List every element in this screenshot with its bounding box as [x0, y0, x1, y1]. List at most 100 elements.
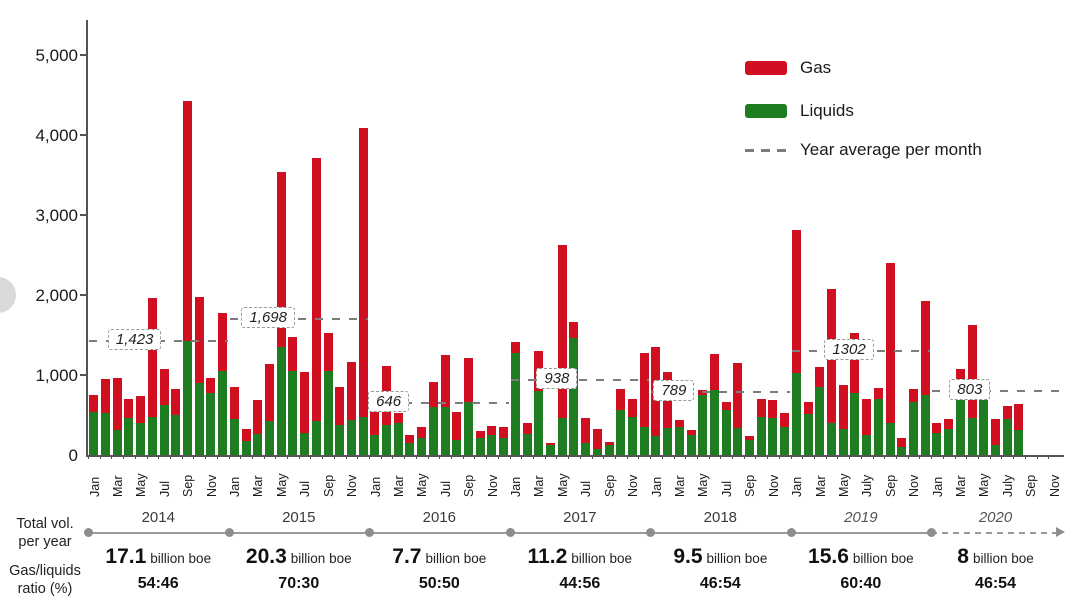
x-tick-mark	[708, 455, 710, 459]
total-volume-value: 7.7	[392, 545, 422, 568]
y-tick-mark	[80, 294, 88, 296]
total-volume-value: 17.1	[105, 545, 147, 568]
bar-gas-2020-July	[1002, 406, 1012, 420]
month-label-2014-Mar: Mar	[110, 475, 125, 497]
month-label-2018-Nov: Nov	[766, 474, 781, 497]
month-label-2020-Nov: Nov	[1047, 474, 1062, 497]
total-volume-2018: 9.5 billion boe	[650, 545, 790, 569]
average-line-2017	[510, 378, 650, 381]
bar-gas-2015-Apr	[264, 363, 274, 421]
x-axis-spine	[86, 455, 1064, 457]
x-tick-mark	[579, 455, 581, 459]
month-label-2016-Nov: Nov	[485, 474, 500, 497]
bar-gas-2014-Mar	[112, 378, 122, 431]
bar-gas-2016-Sep	[464, 358, 474, 402]
y-tick-label: 1,000	[35, 366, 78, 385]
total-volume-2019: 15.6 billion boe	[791, 545, 931, 569]
gas-liquids-ratio-2016: 50:50	[418, 575, 460, 592]
year-label-2014: 2014	[141, 509, 175, 526]
month-label-2014-May: May	[134, 473, 149, 497]
bar-gas-2016-Jul	[440, 355, 450, 407]
total-volume-unit: billion boe	[425, 551, 487, 566]
x-tick-mark	[240, 455, 242, 459]
average-line-2020	[932, 389, 1059, 392]
bar-liquids-2020-Aug	[1014, 430, 1024, 455]
bar-gas-2020-Apr	[967, 324, 977, 419]
bar-liquids-2017-Oct	[616, 410, 626, 455]
bar-gas-2020-Jun	[990, 419, 1000, 445]
month-label-2020-May: May	[977, 473, 992, 497]
gas-liquids-ratio-2017: 44:56	[559, 575, 601, 592]
x-tick-mark	[591, 455, 593, 459]
bar-gas-2017-Feb	[522, 422, 532, 435]
x-tick-mark	[158, 455, 160, 459]
x-tick-mark	[661, 455, 663, 459]
x-tick-mark	[895, 455, 897, 459]
bar-gas-2016-Dec	[499, 426, 509, 439]
bar-gas-2014-Jul	[159, 368, 169, 406]
x-tick-mark	[614, 455, 616, 459]
total-volume-2017: 11.2 billion boe	[510, 545, 650, 569]
edge-artifact-blob	[0, 277, 16, 313]
bar-liquids-2015-Mar	[253, 434, 263, 455]
y-tick-label: 5,000	[35, 46, 78, 65]
bar-gas-2020-Mar	[955, 368, 965, 386]
x-tick-mark	[872, 455, 874, 459]
bar-liquids-2014-May	[136, 423, 146, 455]
bar-gas-2015-Dec	[358, 127, 368, 417]
month-label-2020-Mar: Mar	[954, 475, 969, 497]
bar-liquids-2019-May	[838, 428, 848, 455]
bar-liquids-2020-July	[1002, 419, 1012, 455]
x-tick-mark	[345, 455, 347, 459]
bar-gas-2015-Feb	[241, 429, 251, 442]
bar-liquids-2016-Feb	[382, 425, 392, 455]
average-value-label-2014: 1,423	[107, 329, 162, 351]
month-label-2016-Jul: Jul	[438, 481, 453, 497]
timeline-dot	[786, 528, 796, 537]
x-tick-mark	[357, 455, 359, 459]
bar-liquids-2014-Dec	[218, 371, 228, 455]
year-label-2015: 2015	[282, 509, 316, 526]
gas-liquids-ratio-2015: 70:30	[278, 575, 320, 592]
bar-gas-2019-Nov	[909, 389, 918, 403]
bar-liquids-2016-May	[417, 437, 427, 455]
bar-liquids-2016-Apr	[405, 443, 415, 455]
liquids-swatch	[745, 104, 787, 118]
y-tick-mark	[80, 214, 88, 216]
month-label-2015-Sep: Sep	[321, 474, 336, 497]
timeline-dot	[224, 528, 234, 537]
bar-liquids-2018-Jan	[651, 435, 661, 455]
month-label-2018-Jul: Jul	[719, 481, 734, 497]
x-tick-mark	[251, 455, 253, 459]
bar-liquids-2016-Nov	[487, 435, 497, 455]
x-tick-mark	[1048, 455, 1050, 459]
average-line-2015	[229, 318, 369, 321]
year-label-2018: 2018	[703, 509, 738, 526]
x-tick-mark	[860, 455, 862, 459]
month-label-2019-July: July	[860, 474, 875, 497]
x-tick-mark	[415, 455, 417, 459]
bar-liquids-2017-Aug	[592, 448, 602, 455]
x-tick-mark	[439, 455, 441, 459]
bar-liquids-2018-Feb	[663, 428, 673, 455]
x-tick-mark	[169, 455, 171, 459]
bar-gas-2014-Oct	[194, 296, 204, 383]
x-tick-mark	[322, 455, 324, 459]
timeline-dot	[365, 528, 375, 537]
bar-liquids-2015-Nov	[346, 419, 356, 455]
timeline-dot	[84, 528, 93, 537]
average-legend-label: Year average per month	[800, 140, 982, 159]
bar-liquids-2018-May	[698, 395, 708, 455]
average-value-label-2018: 789	[653, 379, 695, 401]
x-tick-mark	[509, 455, 511, 459]
month-label-2015-May: May	[274, 473, 289, 497]
x-tick-mark	[626, 455, 628, 459]
month-label-2016-May: May	[415, 473, 430, 497]
x-tick-mark	[1036, 455, 1038, 459]
total-volume-unit: billion boe	[290, 551, 352, 566]
bar-liquids-2015-Aug	[311, 421, 321, 455]
bar-gas-2015-Jun	[288, 337, 298, 371]
bar-liquids-2014-Sep	[182, 340, 192, 455]
average-line-2018	[651, 390, 790, 393]
